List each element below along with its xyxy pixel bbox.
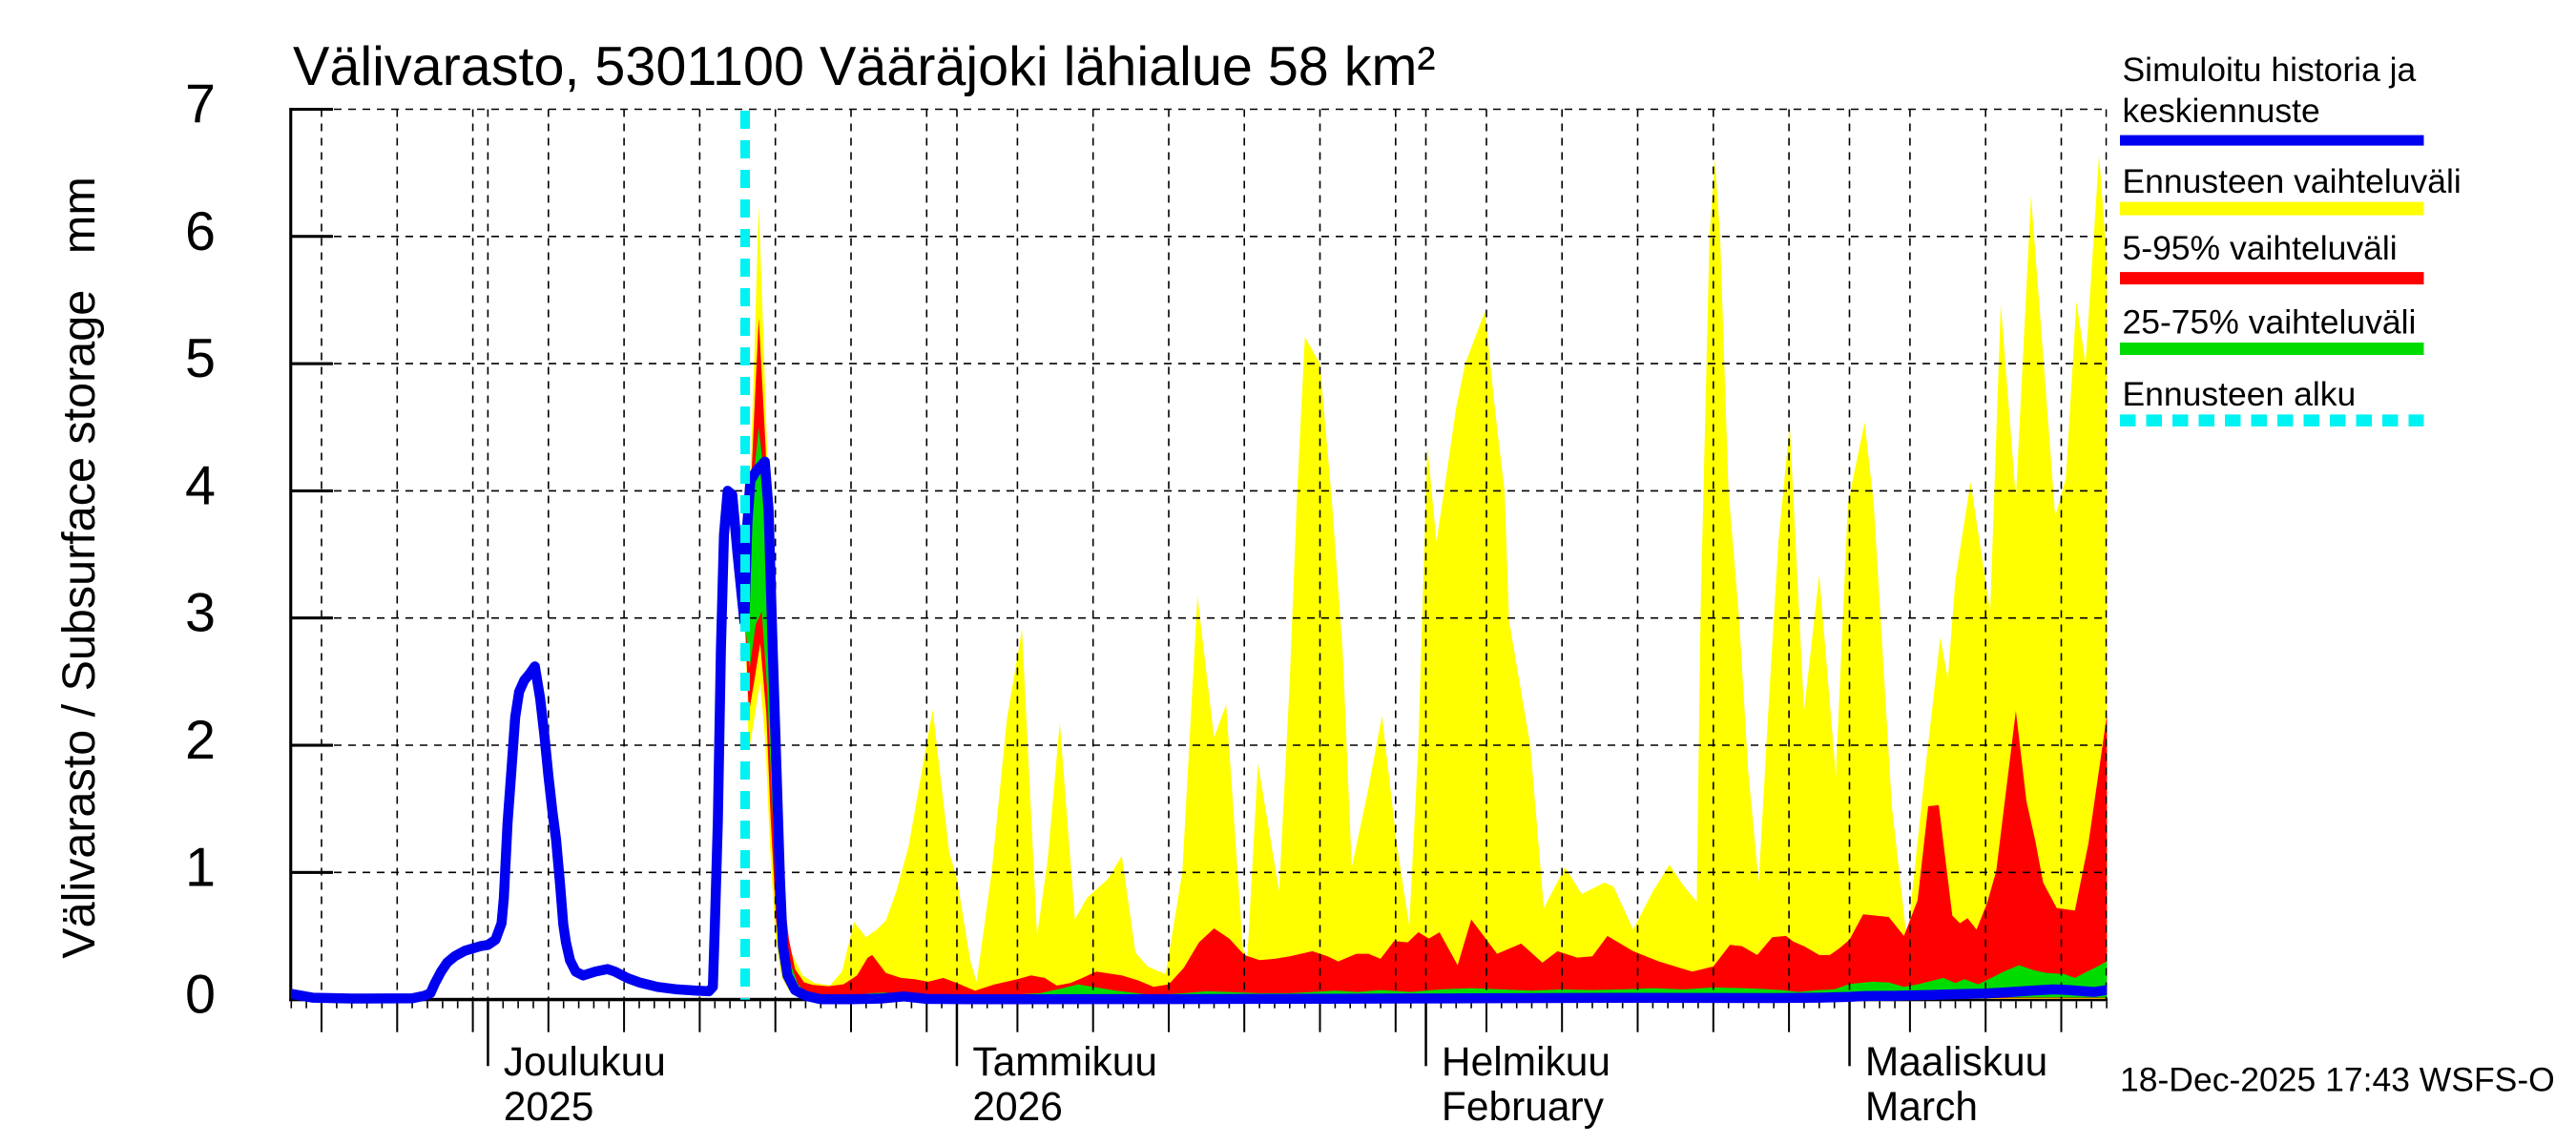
- svg-text:Tammikuu: Tammikuu: [972, 1040, 1157, 1085]
- svg-text:March: March: [1865, 1085, 1978, 1130]
- svg-text:18-Dec-2025 17:43 WSFS-O: 18-Dec-2025 17:43 WSFS-O: [2120, 1060, 2555, 1098]
- svg-text:February: February: [1442, 1085, 1605, 1130]
- svg-text:Välivarasto, 5301100 Vääräjoki: Välivarasto, 5301100 Vääräjoki lähialue …: [293, 36, 1436, 97]
- svg-text:5: 5: [185, 328, 216, 389]
- svg-text:2025: 2025: [504, 1085, 594, 1130]
- svg-text:2: 2: [185, 710, 216, 771]
- svg-text:25-75% vaihteluväli: 25-75% vaihteluväli: [2123, 302, 2417, 341]
- svg-text:0: 0: [185, 965, 216, 1026]
- svg-text:Maaliskuu: Maaliskuu: [1865, 1040, 2047, 1085]
- svg-text:1: 1: [185, 837, 216, 898]
- svg-text:7: 7: [185, 74, 216, 135]
- svg-text:2026: 2026: [972, 1085, 1063, 1130]
- svg-text:keskiennuste: keskiennuste: [2123, 92, 2320, 130]
- svg-text:Helmikuu: Helmikuu: [1442, 1040, 1610, 1085]
- svg-text:Välivarasto / Subsurface stora: Välivarasto / Subsurface storage mm: [53, 177, 105, 958]
- svg-text:Joulukuu: Joulukuu: [504, 1040, 666, 1085]
- svg-text:Ennusteen alku: Ennusteen alku: [2123, 375, 2357, 413]
- svg-text:Ennusteen vaihteluväli: Ennusteen vaihteluväli: [2123, 162, 2462, 200]
- svg-text:Simuloitu historia ja: Simuloitu historia ja: [2123, 51, 2417, 89]
- svg-text:5-95% vaihteluväli: 5-95% vaihteluväli: [2123, 229, 2398, 267]
- svg-text:3: 3: [185, 583, 216, 644]
- svg-text:6: 6: [185, 201, 216, 262]
- svg-text:4: 4: [185, 455, 216, 516]
